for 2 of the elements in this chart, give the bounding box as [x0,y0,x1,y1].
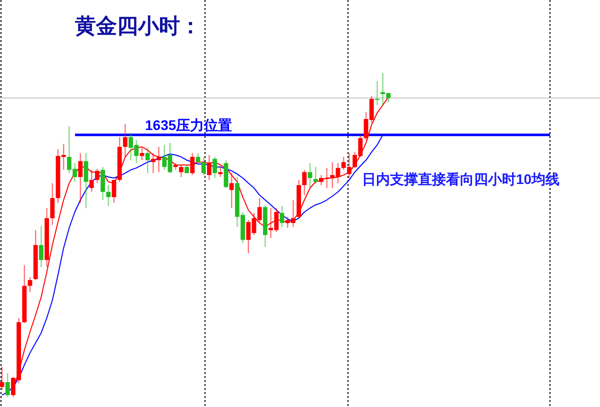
title: 黄金四小时： [75,15,201,38]
annotation: 日内支撑直接看向四小时10均线 [362,171,560,187]
